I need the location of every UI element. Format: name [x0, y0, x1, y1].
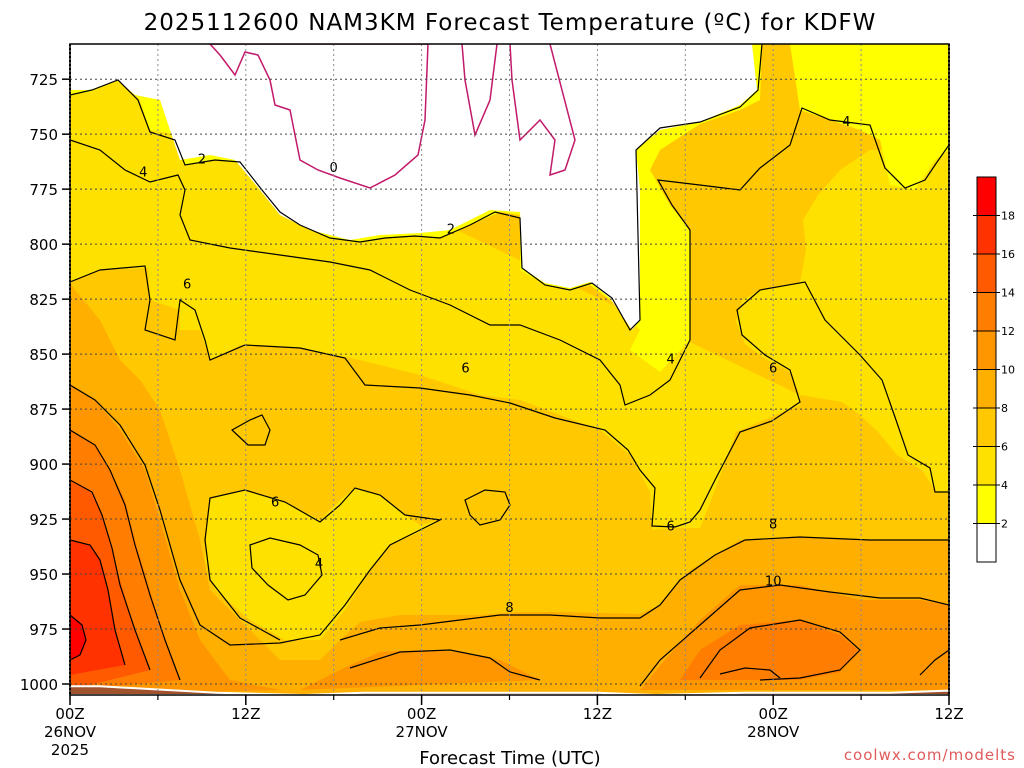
y-tick-label: 850	[29, 346, 58, 364]
y-tick-label: 1000	[20, 676, 58, 694]
contour-label: 2	[198, 152, 206, 167]
colorbar: 2 4 6 8 10 12 14 16 18	[973, 176, 1015, 563]
y-axis-ticks: 725 750 775 800 825 850 875 900 925 950 975 1000	[20, 71, 70, 694]
cold-pool-right	[461, 44, 576, 177]
y-tick-label: 975	[29, 621, 58, 639]
colorbar-swatch	[977, 408, 996, 447]
x-tick-label: 28NOV	[747, 723, 800, 741]
contour-label: 4	[667, 353, 675, 368]
band-8-10	[70, 282, 949, 695]
grid-vertical	[157, 44, 862, 695]
contour-label: 6	[183, 278, 191, 293]
x-tick-label: 00Z	[407, 705, 436, 723]
y-tick-label: 725	[29, 71, 58, 89]
colorbar-swatch	[977, 254, 996, 293]
x-tick-label: 26NOV	[44, 723, 97, 741]
colorbar-label: 18	[1001, 210, 1015, 223]
colorbar-swatch	[977, 331, 996, 370]
x-tick-label: 12Z	[934, 705, 963, 723]
colorbar-label: 8	[1001, 402, 1008, 415]
y-tick-label: 900	[29, 456, 58, 474]
colorbar-swatch	[977, 177, 996, 216]
colorbar-swatch	[977, 369, 996, 408]
colorbar-label: 14	[1001, 287, 1015, 300]
x-tick-label: 27NOV	[396, 723, 449, 741]
x-tick-label: 12Z	[583, 705, 612, 723]
band-10-12	[70, 385, 949, 695]
colorbar-swatch	[977, 523, 996, 562]
y-tick-label: 950	[29, 566, 58, 584]
band-0-2	[70, 44, 757, 330]
y-tick-label: 825	[29, 291, 58, 309]
contour-label: 6	[667, 520, 675, 535]
contour-label: 0	[330, 161, 338, 176]
contour-label: 8	[769, 517, 777, 532]
y-tick-label: 875	[29, 401, 58, 419]
colorbar-swatch	[977, 485, 996, 524]
colorbar-swatch	[977, 215, 996, 254]
contour-label: 2	[447, 223, 455, 238]
x-tick-label: 2025	[51, 741, 89, 759]
contour-label: 6	[769, 361, 777, 376]
contour-label: 4	[842, 115, 850, 130]
contour-label: 6	[461, 361, 469, 376]
colorbar-label: 10	[1001, 364, 1015, 377]
colorbar-swatch	[977, 446, 996, 485]
contour-label: 8	[505, 601, 513, 616]
y-tick-label: 800	[29, 236, 58, 254]
contour-label: 4	[139, 166, 147, 181]
colorbar-swatch	[977, 292, 996, 331]
band-4-6-lower	[70, 488, 440, 690]
y-tick-label: 750	[29, 126, 58, 144]
contour-label: 10	[765, 575, 782, 590]
colorbar-label: 2	[1001, 518, 1008, 531]
contour-lines	[70, 44, 949, 687]
x-axis-title: Forecast Time (UTC)	[419, 748, 600, 768]
contour-labels: 2 4 0 2 6 6 4 6 4 6 4 8 6 8 10	[139, 115, 850, 616]
contour-label: 6	[271, 495, 279, 510]
colorbar-label: 6	[1001, 441, 1008, 454]
colorbar-label: 16	[1001, 248, 1015, 261]
band-12-14	[70, 430, 858, 690]
y-tick-label: 775	[29, 181, 58, 199]
colorbar-label: 4	[1001, 479, 1008, 492]
x-tick-label: 12Z	[231, 705, 260, 723]
band-4-6-upper	[70, 140, 185, 262]
x-tick-label: 00Z	[759, 705, 788, 723]
chart-title: 2025112600 NAM3KM Forecast Temperature (…	[144, 10, 877, 36]
temperature-field	[70, 44, 949, 695]
x-tick-label: 00Z	[55, 705, 84, 723]
y-tick-label: 925	[29, 511, 58, 529]
credit-text: coolwx.com/modelts	[844, 746, 1016, 764]
cold-pool-left	[208, 44, 429, 189]
contour-label: 4	[315, 557, 323, 572]
colorbar-label: 12	[1001, 325, 1015, 338]
grid-horizontal	[70, 78, 949, 685]
